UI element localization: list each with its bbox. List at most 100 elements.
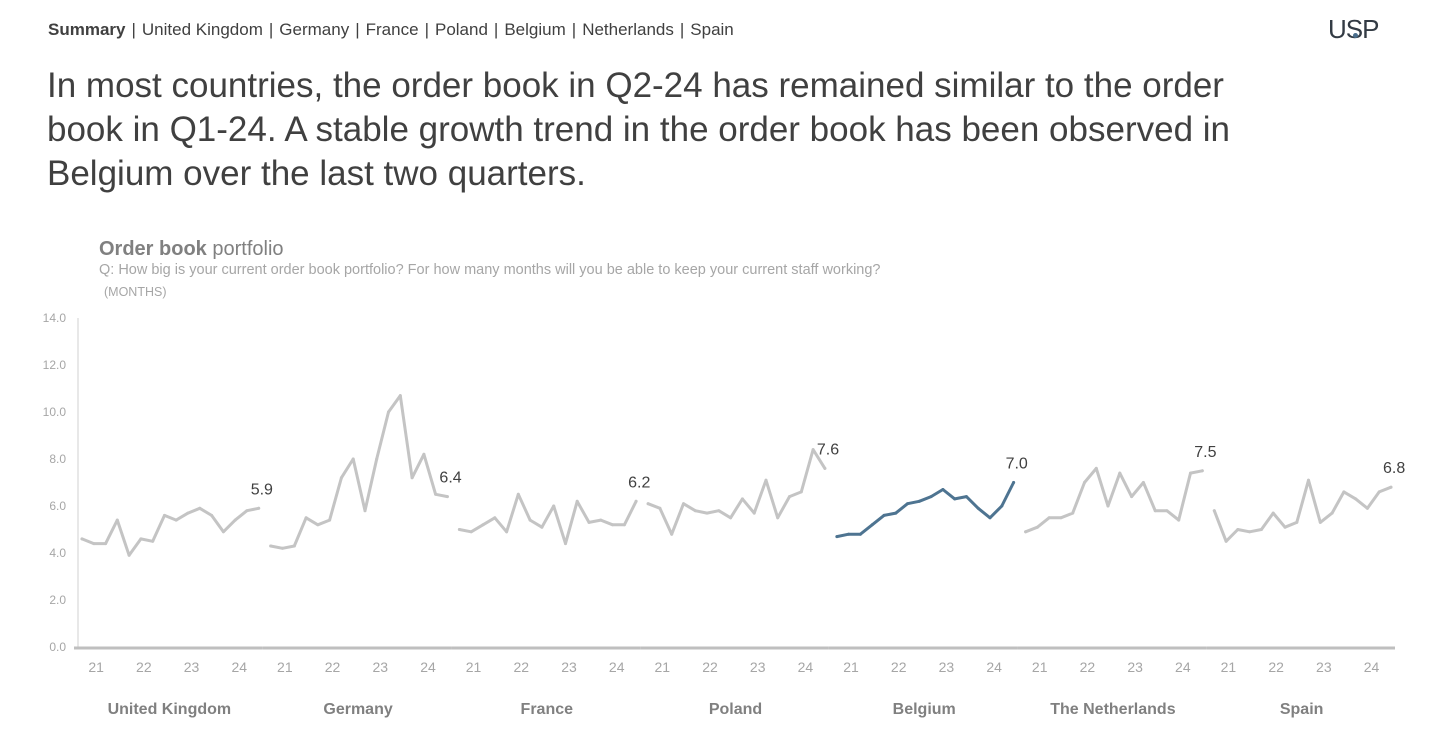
data-point — [882, 513, 886, 517]
data-point — [269, 544, 273, 548]
x-tick-label: 22 — [1268, 659, 1284, 675]
data-point — [481, 523, 485, 527]
data-point — [658, 506, 662, 510]
nav-separator: | — [424, 20, 429, 39]
data-point — [505, 530, 509, 534]
x-tick-label: 21 — [654, 659, 670, 675]
x-tick-label: 23 — [1127, 659, 1143, 675]
data-point — [104, 542, 108, 546]
y-tick-label: 0.0 — [49, 640, 66, 654]
data-point — [705, 511, 709, 515]
data-point — [1141, 481, 1145, 484]
nav-item-summary[interactable]: Summary — [48, 20, 126, 39]
data-point — [776, 516, 780, 520]
data-point — [1271, 511, 1275, 515]
nav-item-united-kingdom[interactable]: United Kingdom — [141, 20, 263, 39]
data-point — [1189, 471, 1192, 475]
chart-title-rest: portfolio — [206, 238, 284, 260]
chart-title-bold: Order book — [99, 238, 207, 260]
data-point — [316, 523, 320, 527]
data-point — [1118, 471, 1122, 475]
data-point — [976, 506, 980, 510]
y-tick-label: 4.0 — [49, 546, 66, 560]
data-point — [941, 488, 945, 491]
data-point — [1318, 520, 1322, 524]
data-point — [257, 506, 261, 510]
data-point — [1165, 509, 1169, 513]
data-point — [493, 516, 497, 520]
data-point — [1389, 485, 1393, 489]
nav-item-poland[interactable]: Poland — [434, 20, 488, 39]
data-point — [788, 495, 791, 499]
page-headline: In most countries, the order book in Q2-… — [47, 66, 1230, 193]
data-point — [693, 509, 697, 513]
data-point — [1047, 516, 1051, 520]
data-point — [552, 504, 556, 508]
y-tick-label: 2.0 — [49, 593, 66, 607]
data-point — [1094, 466, 1098, 470]
panel-name-spain: Spain — [1280, 701, 1324, 718]
data-point — [599, 518, 603, 522]
last-value-label: 7.5 — [1194, 444, 1216, 461]
chart-unit-label: (MONTHS) — [104, 285, 167, 299]
data-point — [1365, 506, 1369, 510]
data-point — [445, 495, 449, 499]
data-point — [387, 410, 390, 414]
series-line-united-kingdom — [80, 506, 261, 557]
data-point — [1283, 525, 1287, 529]
x-tick-label: 22 — [325, 659, 341, 675]
data-point — [115, 518, 119, 522]
data-point — [528, 518, 532, 522]
data-point — [729, 516, 733, 520]
last-value-label: 7.0 — [1006, 456, 1028, 473]
data-point — [611, 523, 615, 527]
x-tick-label: 24 — [231, 659, 247, 675]
data-point — [375, 457, 379, 461]
data-point — [988, 516, 992, 520]
usp-logo: USP — [1328, 14, 1379, 45]
x-tick-label: 22 — [136, 659, 152, 675]
data-point — [410, 476, 414, 480]
panel-name-germany: Germany — [323, 701, 392, 718]
data-point — [646, 502, 650, 506]
data-point — [906, 502, 909, 506]
data-point — [1000, 504, 1004, 508]
panel-name-the-netherlands: The Netherlands — [1050, 701, 1175, 718]
nav-item-france[interactable]: France — [365, 20, 419, 39]
data-point — [163, 513, 166, 517]
order-book-chart: 0.0 2.0 4.0 6.0 8.0 10.0 12.0 14.0 5.9 21 22 23 24 Un… — [43, 311, 1406, 718]
nav-item-spain[interactable]: Spain — [690, 20, 734, 39]
x-tick-label: 24 — [609, 659, 625, 675]
series-line-poland — [646, 448, 827, 536]
series-line-the-netherlands — [1024, 466, 1204, 534]
data-point — [1012, 481, 1016, 484]
nav-separator: | — [355, 20, 360, 39]
data-point — [1224, 539, 1228, 543]
data-point — [1035, 525, 1039, 529]
x-tick-label: 24 — [798, 659, 814, 675]
nav-item-belgium[interactable]: Belgium — [504, 20, 566, 39]
logo-text-s: S — [1345, 14, 1363, 44]
series-line-spain — [1212, 478, 1393, 543]
last-value-label: 6.2 — [628, 474, 650, 491]
x-tick-label: 21 — [1221, 659, 1237, 675]
panel-name-poland: Poland — [709, 701, 762, 718]
y-tick-label: 8.0 — [49, 452, 66, 466]
nav-item-netherlands[interactable]: Netherlands — [582, 20, 674, 39]
nav-item-germany[interactable]: Germany — [279, 20, 350, 39]
x-tick-label: 24 — [1175, 659, 1191, 675]
x-tick-label: 21 — [466, 659, 482, 675]
data-point — [1236, 528, 1240, 531]
last-value-label: 6.4 — [439, 470, 461, 487]
data-point — [422, 452, 426, 456]
data-point — [1130, 495, 1134, 499]
data-point — [151, 539, 155, 543]
nav-separator: | — [679, 20, 685, 39]
x-tick-label: 24 — [986, 659, 1002, 675]
data-point — [764, 478, 768, 482]
data-point — [752, 511, 756, 515]
data-point — [1071, 511, 1075, 515]
x-tick-label: 23 — [561, 659, 577, 675]
data-point — [1153, 509, 1157, 513]
data-point — [540, 525, 544, 529]
